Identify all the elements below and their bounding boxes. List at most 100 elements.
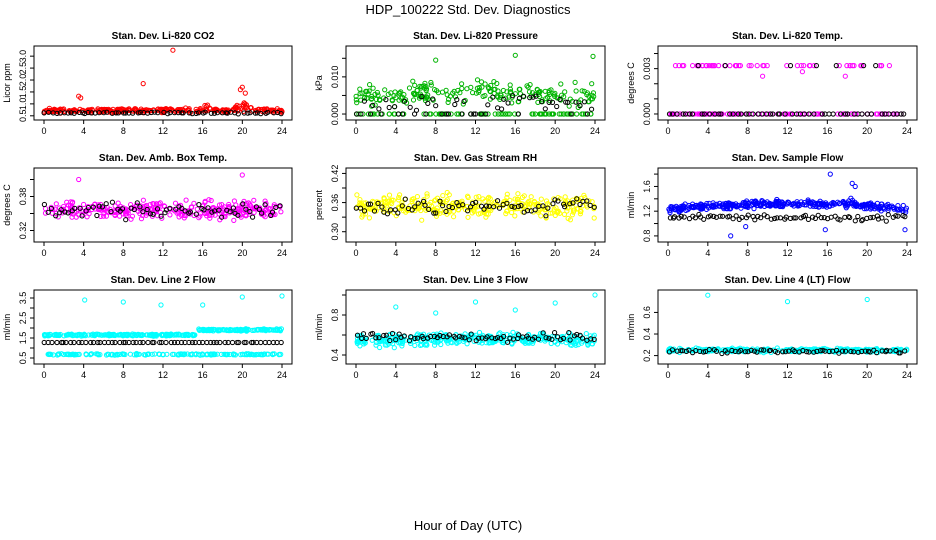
- data-point: [145, 339, 151, 346]
- data-point: [528, 194, 534, 200]
- panel-title: Stan. Dev. Li-820 Temp.: [732, 31, 843, 42]
- data-point: [876, 204, 882, 210]
- data-point: [428, 79, 434, 86]
- data-point: [407, 203, 413, 209]
- x-tick-label: 16: [510, 248, 520, 258]
- data-points: [353, 189, 597, 223]
- data-point: [194, 206, 200, 212]
- panel-title: Stan. Dev. Line 2 Flow: [111, 275, 216, 286]
- x-tick-label: 8: [121, 126, 126, 136]
- data-point: [548, 87, 554, 93]
- data-point: [500, 111, 506, 117]
- data-point: [769, 202, 776, 208]
- data-point: [591, 215, 597, 221]
- data-point: [855, 213, 861, 220]
- data-point: [532, 199, 538, 205]
- data-point: [515, 99, 521, 105]
- data-point: [805, 216, 812, 222]
- data-point: [87, 352, 93, 358]
- data-point: [549, 210, 555, 216]
- data-point: [680, 111, 686, 117]
- data-point: [775, 350, 781, 356]
- data-point: [422, 80, 428, 86]
- data-point: [848, 348, 854, 355]
- data-point: [573, 88, 579, 94]
- data-point: [868, 200, 874, 206]
- data-point: [269, 209, 276, 215]
- plot-frame: [345, 45, 606, 121]
- x-tick-label: 4: [81, 248, 86, 258]
- data-point: [224, 327, 230, 333]
- data-point: [810, 214, 816, 220]
- data-point: [273, 204, 279, 210]
- data-point: [836, 63, 842, 69]
- data-point: [89, 110, 95, 116]
- y-tick-label: 0.000: [330, 103, 340, 126]
- data-point: [893, 213, 899, 219]
- data-point: [48, 332, 54, 338]
- data-point: [807, 203, 813, 209]
- data-point: [874, 213, 881, 219]
- data-point: [375, 200, 381, 206]
- data-point: [549, 336, 555, 342]
- data-point: [446, 209, 452, 215]
- data-point: [505, 111, 511, 117]
- data-point: [742, 202, 748, 209]
- y-tick-label: 0.42: [330, 165, 340, 183]
- x-tick-label: 8: [121, 370, 126, 380]
- data-point: [241, 198, 247, 204]
- data-point: [784, 299, 791, 305]
- data-point: [236, 339, 242, 346]
- data-point: [390, 340, 396, 347]
- data-point: [878, 208, 884, 214]
- data-point: [83, 339, 89, 346]
- data-point: [549, 99, 556, 106]
- data-point: [130, 339, 136, 346]
- data-point: [104, 109, 110, 115]
- data-point: [732, 348, 738, 354]
- data-point: [227, 209, 233, 215]
- data-point: [555, 198, 561, 204]
- data-point: [485, 102, 491, 108]
- data-point: [489, 335, 495, 341]
- data-point: [357, 86, 363, 92]
- data-point: [515, 191, 521, 197]
- data-point: [415, 200, 421, 206]
- data-point: [569, 98, 576, 104]
- x-tick-label: 20: [237, 370, 247, 380]
- data-point: [728, 233, 734, 239]
- data-point: [472, 299, 479, 305]
- data-point: [396, 194, 402, 201]
- data-point: [85, 107, 91, 113]
- x-tick-label: 24: [590, 126, 600, 136]
- data-point: [699, 203, 705, 209]
- data-point: [211, 339, 217, 346]
- data-point: [157, 339, 163, 346]
- data-point: [790, 201, 796, 207]
- data-point: [563, 99, 569, 105]
- data-point: [561, 201, 567, 207]
- y-axis-label: ml/min: [314, 314, 324, 341]
- data-point: [65, 110, 71, 116]
- y-tick-label: 0.36: [330, 194, 340, 212]
- data-point: [370, 102, 376, 109]
- data-points: [41, 172, 284, 223]
- data-point: [360, 111, 366, 117]
- data-point: [504, 191, 510, 197]
- data-point: [777, 215, 784, 221]
- data-point: [477, 210, 484, 216]
- data-point: [178, 339, 185, 346]
- data-point: [208, 339, 214, 346]
- x-tick-label: 20: [862, 126, 872, 136]
- data-point: [564, 208, 570, 214]
- y-axis-label: ml/min: [2, 314, 12, 341]
- data-point: [543, 96, 549, 102]
- data-point: [898, 111, 904, 117]
- data-point: [870, 214, 876, 220]
- data-point: [470, 200, 476, 207]
- data-point: [76, 176, 82, 183]
- data-point: [561, 211, 568, 217]
- data-point: [202, 109, 208, 115]
- data-point: [552, 197, 558, 203]
- data-point: [589, 106, 595, 112]
